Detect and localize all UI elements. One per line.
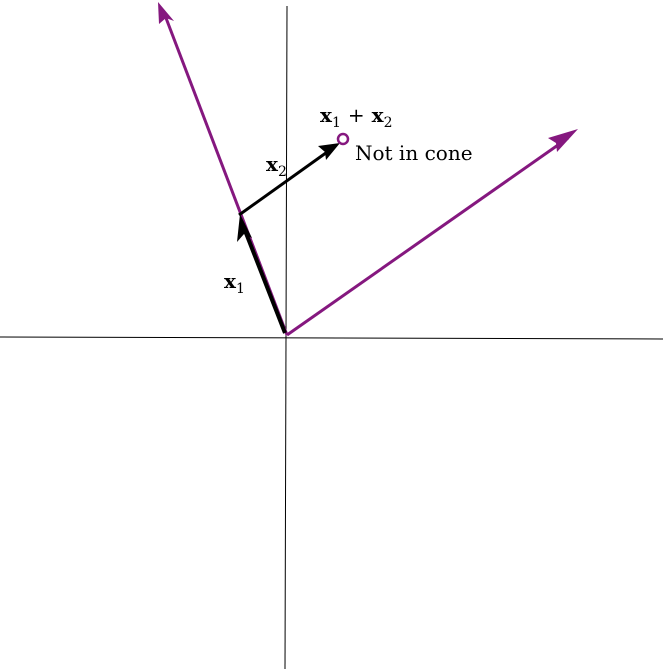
label-sum: x1 + x2 (320, 103, 392, 131)
label-x1: x1 (224, 269, 245, 297)
x-axis (0, 336, 663, 340)
vector-x2 (238, 143, 340, 217)
vector-x1-arrowhead (237, 214, 252, 242)
sum-point-marker (336, 132, 350, 146)
vector-x2-arrowhead (318, 143, 340, 160)
label-not-in-cone: Not in cone (355, 141, 473, 165)
cone-ray-left-arrowhead (158, 2, 174, 24)
cone-ray-right (286, 129, 578, 337)
y-axis (284, 5, 288, 669)
cone-ray-right-arrowhead (548, 129, 578, 152)
vector-x1 (237, 214, 287, 334)
label-x2: x2 (266, 152, 287, 180)
